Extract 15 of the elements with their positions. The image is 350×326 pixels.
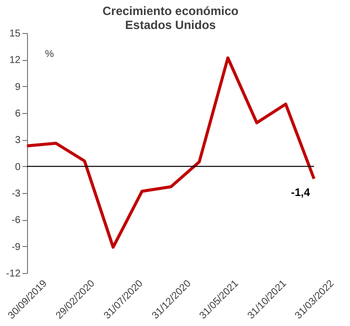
y-tick-label: 9 — [14, 82, 21, 93]
line-series — [26, 56, 316, 249]
y-tick-label: -12 — [6, 268, 21, 280]
y-tick-label: -9 — [12, 242, 21, 253]
y-tick-label: 12 — [9, 55, 21, 66]
annotation: -1,4 — [291, 186, 311, 199]
y-tick-label: 15 — [9, 28, 21, 40]
y-tick-label: 0 — [14, 162, 21, 173]
text: Estados Unidos — [125, 18, 216, 32]
y-tick-label: 6 — [14, 108, 21, 120]
y-tick-label: 3 — [14, 135, 21, 146]
y-tick-label: -3 — [12, 188, 21, 200]
y-tick-label: -6 — [12, 215, 21, 226]
y-axis-title: % — [45, 49, 54, 60]
text: Crecimiento económico — [102, 4, 239, 18]
